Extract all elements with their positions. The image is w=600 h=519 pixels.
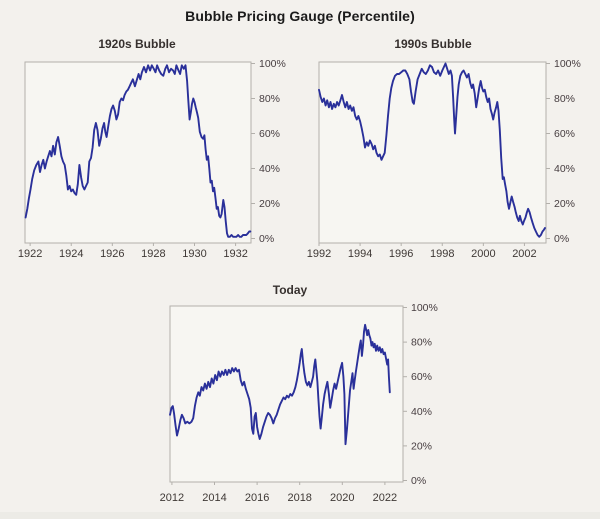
- x-axis-tick-label: 1994: [348, 248, 372, 260]
- x-axis-tick-label: 2012: [160, 492, 184, 504]
- percentile-line-series: [24, 64, 252, 238]
- y-axis-tick-label: 60%: [554, 128, 575, 140]
- y-axis-tick-label: 0%: [259, 233, 274, 245]
- chart-title-1990s-bubble: 1990s Bubble: [394, 37, 472, 51]
- figure-title: Bubble Pricing Gauge (Percentile): [185, 8, 415, 24]
- y-axis-tick-label: 20%: [411, 440, 432, 452]
- x-axis-tick-label: 1992: [307, 248, 331, 260]
- y-axis-tick-label: 80%: [554, 93, 575, 105]
- x-axis-tick-label: 2014: [202, 492, 226, 504]
- x-axis-tick-label: 2020: [330, 492, 354, 504]
- y-axis-tick-label: 20%: [259, 198, 280, 210]
- x-axis-tick-label: 1932: [223, 248, 247, 260]
- y-axis-tick-label: 60%: [411, 371, 432, 383]
- x-axis-tick-label: 2018: [287, 492, 311, 504]
- y-axis-tick-label: 40%: [554, 163, 575, 175]
- x-axis-tick-label: 2016: [245, 492, 269, 504]
- percentile-line-series: [169, 323, 391, 446]
- x-axis-tick-label: 2022: [373, 492, 397, 504]
- y-axis-tick-label: 0%: [411, 475, 426, 487]
- y-axis-tick-label: 80%: [411, 337, 432, 349]
- y-axis-tick-label: 100%: [554, 58, 581, 70]
- x-axis-tick-label: 1930: [182, 248, 206, 260]
- y-axis-tick-label: 60%: [259, 128, 280, 140]
- x-axis-tick-label: 1996: [389, 248, 413, 260]
- chart-title-today: Today: [272, 283, 308, 297]
- plot-frame: [24, 61, 252, 244]
- x-axis-tick-label: 2002: [512, 248, 536, 260]
- x-axis-tick-label: 1924: [59, 248, 83, 260]
- y-axis-tick-label: 0%: [554, 233, 569, 245]
- x-axis-tick-label: 1928: [141, 248, 165, 260]
- y-axis-tick-label: 20%: [554, 198, 575, 210]
- y-axis-tick-label: 100%: [411, 302, 438, 314]
- y-axis-tick-label: 100%: [259, 58, 286, 70]
- bottom-band: [0, 512, 600, 519]
- x-axis-tick-label: 1998: [430, 248, 454, 260]
- percentile-line-series: [318, 62, 546, 238]
- y-axis-tick-label: 40%: [259, 163, 280, 175]
- plot-frame: [318, 61, 547, 244]
- x-axis-tick-label: 2000: [471, 248, 495, 260]
- x-axis-tick-label: 1926: [100, 248, 124, 260]
- y-axis-tick-label: 40%: [411, 406, 432, 418]
- chart-title-1920s-bubble: 1920s Bubble: [98, 37, 176, 51]
- x-axis-tick-label: 1922: [18, 248, 42, 260]
- y-axis-tick-label: 80%: [259, 93, 280, 105]
